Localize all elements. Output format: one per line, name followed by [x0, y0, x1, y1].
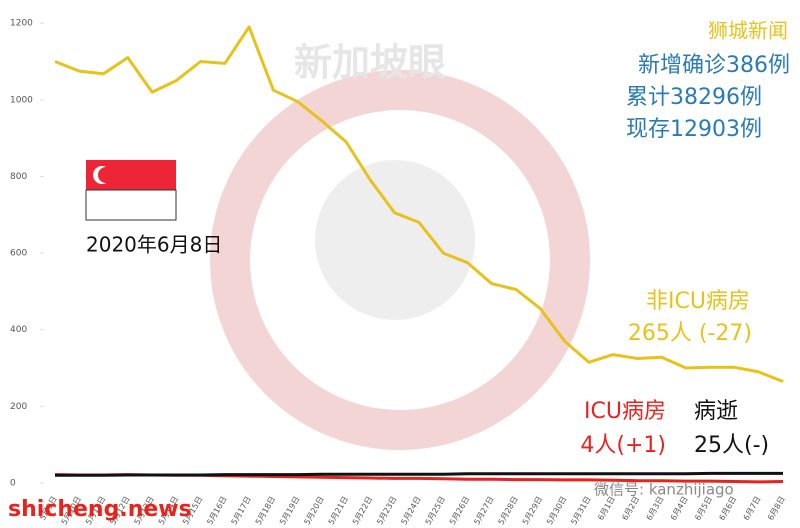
y-tick-label: 600 [10, 249, 27, 259]
watermark-disc [315, 160, 475, 320]
x-tick-label: 5月27日 [472, 495, 495, 527]
source-label: 狮城新闻 [708, 19, 788, 43]
active-cases: 现存12903例 [626, 117, 762, 142]
series-line [55, 471, 783, 477]
series-line [54, 25, 784, 383]
x-tick-label: 5月26日 [448, 495, 471, 527]
x-tick-label: 5月25日 [424, 495, 447, 527]
non-icu-value: 265人 (-27) [628, 321, 752, 346]
death-label: 病逝 [694, 399, 738, 424]
x-tick-label: 5月18日 [254, 495, 277, 527]
x-tick-label: 5月17日 [230, 495, 253, 527]
x-tick-label: 6月3日 [645, 495, 666, 522]
death-value: 25人(-) [694, 433, 769, 458]
flag-moon-cut [98, 167, 114, 183]
flag-white [85, 189, 177, 221]
x-tick-label: 5月29日 [521, 495, 544, 527]
x-tick-label: 5月20日 [302, 495, 325, 527]
x-tick-label: 5月16日 [205, 495, 228, 527]
new-cases: 新增确诊386例 [638, 53, 790, 78]
x-tick-label: 5月19日 [278, 495, 301, 527]
watermark-ring [210, 70, 590, 450]
y-tick-label: 1200 [10, 19, 33, 29]
watermark: 新加坡眼 [294, 41, 446, 85]
x-tick-label: 5月21日 [327, 495, 350, 527]
x-tick-label: 6月6日 [717, 495, 738, 522]
x-tick-label: 5月24日 [399, 495, 422, 527]
x-tick-label: 6月5日 [693, 495, 714, 522]
x-tick-label: 5月30日 [545, 495, 568, 527]
x-tick-label: 6月1日 [596, 495, 617, 522]
x-tick-label: 5月28日 [497, 495, 520, 527]
watermark: 微信号: kanzhijiago [594, 481, 734, 499]
x-tick-label: 6月4日 [669, 495, 690, 522]
y-tick-label: 0 [10, 479, 16, 489]
watermark: shicheng.news [8, 497, 192, 522]
y-tick-label: 1000 [10, 95, 33, 105]
x-tick-label: 5月22日 [351, 495, 374, 527]
icu-value: 4人(+1) [580, 433, 666, 458]
x-tick-label: 5月23日 [375, 495, 398, 527]
total-cases: 累计38296例 [626, 85, 762, 110]
x-tick-label: 5月31日 [569, 495, 592, 527]
date-label: 2020年6月8日 [86, 233, 222, 257]
y-tick-label: 200 [10, 402, 27, 412]
x-tick-label: 6月2日 [620, 495, 641, 522]
y-tick-label: 400 [10, 325, 27, 335]
icu-label: ICU病房 [584, 399, 666, 424]
non-icu-label: 非ICU病房 [646, 289, 750, 314]
x-tick-label: 6月7日 [742, 495, 763, 522]
y-tick-label: 800 [10, 172, 27, 182]
x-tick-label: 6月8日 [766, 495, 787, 522]
